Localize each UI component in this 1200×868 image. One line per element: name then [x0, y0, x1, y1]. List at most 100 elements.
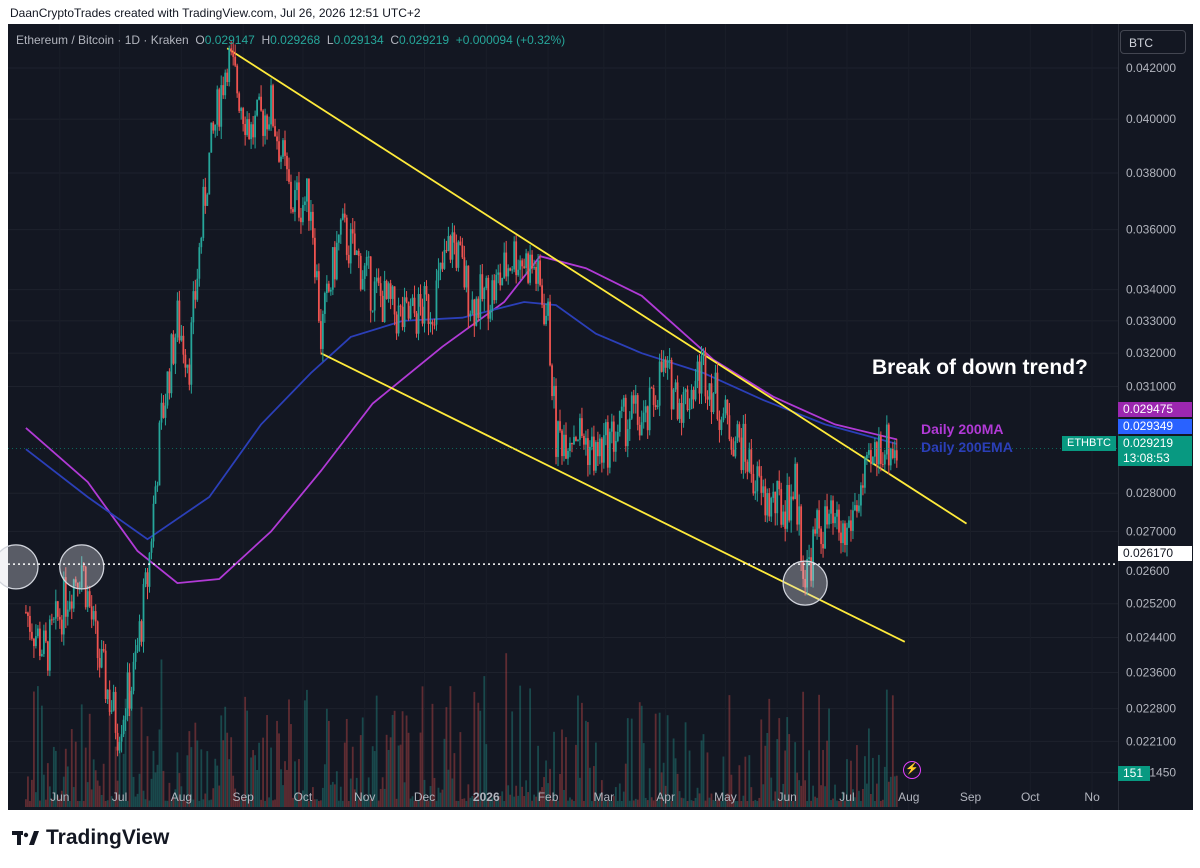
volume-bar [216, 765, 219, 807]
volume-bar [108, 711, 111, 807]
price-scale[interactable] [1118, 24, 1193, 810]
currency-selector[interactable]: BTC [1120, 30, 1186, 54]
candle-body [722, 413, 725, 421]
candle-body [62, 577, 65, 635]
volume-bar [658, 712, 661, 807]
candle-body [186, 364, 189, 368]
x-tick-label: Jul [839, 790, 854, 804]
candle-body [867, 450, 870, 455]
candle-body [529, 254, 532, 283]
volume-bar [612, 796, 615, 807]
volume-bar [664, 785, 667, 807]
volume-bar [375, 695, 378, 807]
volume-bar [25, 799, 27, 807]
candle-body [724, 399, 727, 414]
volume-bar [182, 800, 185, 807]
chart-pane[interactable] [8, 24, 1118, 810]
candle-body [614, 441, 617, 452]
support-price-tag: 0.026170 [1118, 546, 1192, 561]
candle-body [110, 710, 113, 712]
volume-bar [325, 708, 328, 807]
x-tick-label: Nov [354, 790, 375, 804]
volume-bar [234, 788, 237, 807]
candle-body [762, 486, 765, 493]
candle-body [604, 422, 607, 436]
candle-body [463, 257, 466, 288]
candle-body [50, 619, 53, 621]
volume-bar [244, 696, 247, 807]
volume-bar [750, 787, 753, 807]
candle-body [887, 424, 890, 466]
volume-bar [622, 791, 625, 807]
volume-bar [802, 691, 805, 807]
volume-bar [616, 800, 619, 807]
candle-body [704, 352, 707, 397]
volume-bar [708, 797, 711, 807]
candle-body [327, 283, 330, 292]
volume-bar [784, 750, 787, 807]
volume-bar [471, 795, 474, 807]
volume-bar [136, 793, 139, 807]
ma-lines [25, 255, 898, 585]
volume-bar [405, 715, 408, 807]
candle-body [130, 690, 133, 709]
candle-body [335, 242, 338, 280]
candle-body [696, 361, 699, 381]
candle-body [286, 155, 288, 170]
volume-bar [879, 800, 882, 807]
volume-bar [575, 744, 577, 807]
volume-bar [842, 791, 844, 807]
volume-bar [268, 797, 270, 807]
candle-body [82, 565, 85, 567]
volume-bar [310, 800, 312, 807]
candle-body [465, 265, 468, 288]
candle-body [802, 560, 805, 579]
volume-bar [738, 765, 741, 807]
volume-bar [34, 792, 37, 807]
volume-bar [459, 732, 462, 807]
volume-bar [286, 769, 288, 807]
candle-body [150, 541, 153, 553]
volume-bar [158, 729, 161, 807]
volume-bar [732, 799, 735, 807]
volume-bar [461, 798, 464, 807]
candle-body [325, 283, 328, 294]
legend-c-label: C [390, 33, 399, 47]
volume-bar [110, 796, 113, 807]
tradingview-logo: TradingView [12, 826, 169, 850]
candle-body [411, 297, 414, 306]
candle-body [333, 247, 336, 280]
volume-bar [640, 705, 643, 807]
candle-body [565, 434, 567, 459]
volume-bar [304, 700, 306, 807]
volume-bar [419, 732, 422, 807]
candle-body [172, 334, 175, 364]
volume-bar [887, 781, 890, 807]
candle-body [889, 448, 892, 466]
volume-bar [431, 703, 434, 807]
candle-body [642, 412, 645, 423]
candle-body [349, 229, 352, 264]
volume-bar [385, 734, 388, 807]
candle-body [423, 286, 426, 324]
candle-body [776, 480, 779, 514]
volume-bar [371, 746, 374, 807]
volume-bar [489, 800, 492, 807]
bottom-bar [0, 810, 1200, 868]
candle-body [826, 506, 828, 525]
candle-body [312, 211, 314, 238]
candle-body [624, 397, 627, 447]
volume-bar [668, 800, 671, 807]
candle-body [457, 241, 460, 268]
candle-body [517, 269, 520, 276]
candle-body [680, 403, 683, 423]
volume-bar [877, 754, 880, 807]
x-tick-label: Jun [50, 790, 69, 804]
volume-bar [88, 713, 91, 807]
lightning-icon[interactable]: ⚡ [903, 761, 921, 779]
volume-bar [513, 796, 516, 807]
candle-body [728, 415, 731, 440]
volume-bar [551, 799, 553, 807]
volume-bar [581, 702, 583, 807]
